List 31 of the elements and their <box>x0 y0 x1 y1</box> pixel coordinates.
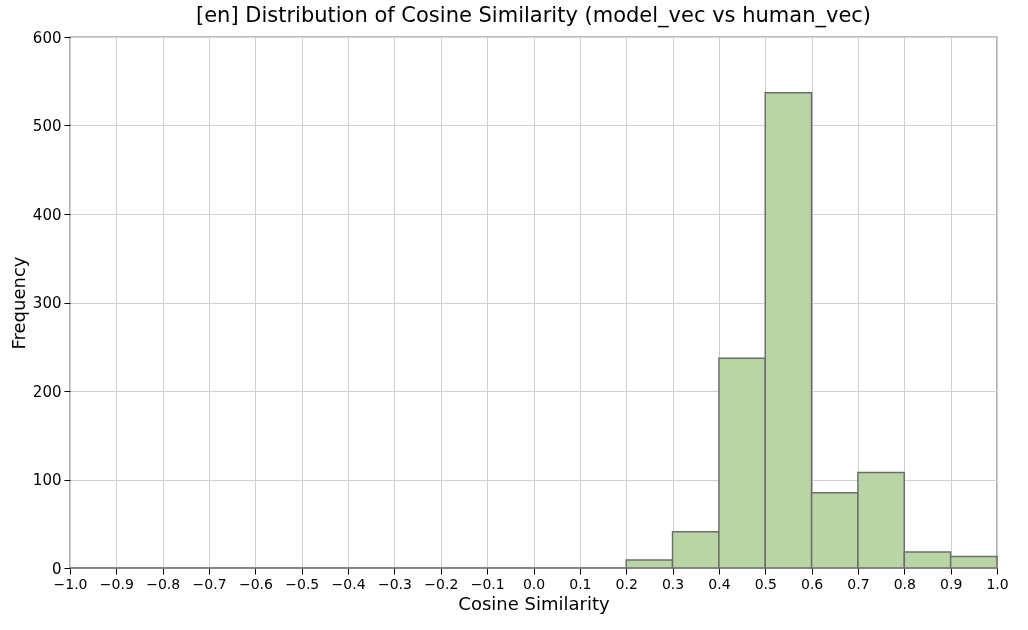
x-tick-label: −0.2 <box>424 575 459 592</box>
y-tick-label: 0 <box>51 559 62 578</box>
x-tick-label: 1.0 <box>986 575 1009 592</box>
x-tick-label: −0.8 <box>146 575 181 592</box>
x-tick-label: 0.5 <box>754 575 777 592</box>
x-tick-label: −0.4 <box>331 575 366 592</box>
x-tick-label: 0.0 <box>522 575 546 592</box>
y-tick-label: 300 <box>32 294 62 312</box>
x-tick-label: 0.4 <box>708 575 731 592</box>
x-axis-title: Cosine Similarity <box>458 592 610 614</box>
x-tick-label: 0.2 <box>615 575 638 592</box>
x-tick-label: −0.7 <box>192 575 227 592</box>
y-axis-title: Frequency <box>7 256 29 350</box>
y-tick-label: 400 <box>32 205 62 224</box>
chart-title: [en] Distribution of Cosine Similarity (model_vec vs human_vec) <box>195 3 872 28</box>
x-tick-label: −0.1 <box>470 575 505 592</box>
x-tick-label: −0.9 <box>99 575 134 592</box>
x-tick-label: −0.3 <box>377 575 412 592</box>
x-tick-label: 0.8 <box>893 575 916 592</box>
x-tick-label: 0.1 <box>569 575 592 592</box>
x-tick-label: 0.6 <box>800 575 824 592</box>
x-tick-label: −0.6 <box>238 575 273 592</box>
x-tick-label: 0.7 <box>847 575 870 592</box>
y-tick-label: 500 <box>32 117 62 135</box>
x-tick-label: −0.5 <box>285 575 320 592</box>
x-tick-label: −1.0 <box>53 575 88 592</box>
x-tick-label: 0.9 <box>940 575 963 592</box>
y-tick-label: 200 <box>32 382 62 401</box>
x-tick-label: 0.3 <box>661 575 685 592</box>
y-tick-label: 100 <box>32 471 62 489</box>
y-tick-label: 600 <box>32 28 62 47</box>
